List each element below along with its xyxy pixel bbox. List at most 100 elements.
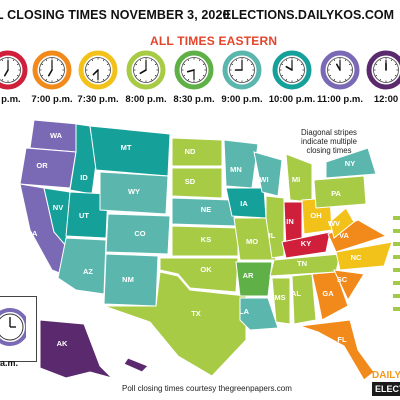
clock-2 xyxy=(78,50,118,90)
state-nc xyxy=(335,241,393,271)
state-mn xyxy=(223,139,259,189)
state-label-nc: NC xyxy=(351,253,362,262)
clock-label: 8:30 p.m. xyxy=(173,94,215,105)
state-label-mi: MI xyxy=(292,175,300,184)
clock-icon xyxy=(78,50,118,90)
state-wy xyxy=(99,171,169,215)
state-label-ky: KY xyxy=(301,239,311,248)
state-ky xyxy=(281,231,331,259)
header: L CLOSING TIMES NOVEMBER 3, 2020 ELECTIO… xyxy=(0,0,400,26)
clock-label: 10:00 p.m. xyxy=(268,94,316,105)
state-pa xyxy=(313,175,367,209)
state-wi xyxy=(253,151,283,197)
state-or xyxy=(19,147,77,189)
clock-icon xyxy=(366,50,400,90)
clock-icon xyxy=(126,50,166,90)
state-label-wa: WA xyxy=(50,131,63,140)
state-nd xyxy=(171,137,223,167)
state-label-mo: MO xyxy=(246,237,258,246)
state-label-wi: WI xyxy=(259,175,268,184)
state-ok xyxy=(159,257,239,293)
state-label-ut: UT xyxy=(79,211,89,220)
clock-icon xyxy=(32,50,72,90)
state-label-ok: OK xyxy=(200,265,212,274)
state-label-sd: SD xyxy=(185,177,196,186)
state-label-co: CO xyxy=(134,229,145,238)
state-label-ny: NY xyxy=(345,159,355,168)
state-al xyxy=(291,273,317,325)
state-label-ne: NE xyxy=(201,205,211,214)
state-label-oh: OH xyxy=(310,211,321,220)
clock-icon xyxy=(174,50,214,90)
state-label-fl: FL xyxy=(337,335,347,344)
state-ut xyxy=(65,191,109,239)
state-label-nm: NM xyxy=(122,275,134,284)
state-fl xyxy=(299,319,375,381)
state-label-wy: WY xyxy=(128,187,140,196)
state-label-ak: AK xyxy=(57,339,68,348)
clock-label: 8:00 p.m. xyxy=(125,94,167,105)
state-label-ia: IA xyxy=(240,199,248,208)
state-hi xyxy=(123,357,149,373)
clock-0 xyxy=(0,50,28,90)
state-label-nd: ND xyxy=(185,147,196,156)
state-label-ms: MS xyxy=(274,293,285,302)
state-tx xyxy=(103,271,247,377)
state-label-or: OR xyxy=(36,161,48,170)
state-sd xyxy=(171,167,223,199)
state-ks xyxy=(171,225,239,257)
state-label-id: ID xyxy=(80,173,88,182)
state-label-sc: SC xyxy=(337,275,348,284)
brand-logo: DAILY ELECT xyxy=(372,370,400,400)
clock-icon xyxy=(272,50,312,90)
clock-6 xyxy=(272,50,312,90)
state-ny xyxy=(325,147,377,179)
state-label-az: AZ xyxy=(83,267,93,276)
state-la xyxy=(239,297,279,331)
state-ga xyxy=(311,271,349,321)
clock-label: 9:00 p.m. xyxy=(221,94,263,105)
state-ak xyxy=(39,319,114,379)
clock-3 xyxy=(126,50,166,90)
clock-icon xyxy=(320,50,360,90)
timezone-subtitle: ALL TIMES EASTERN xyxy=(150,34,278,48)
us-map: WA OR CA NV ID MT UT WY CO AZ NM ND SD NE KS OK TX MN IA MO… xyxy=(0,110,400,400)
state-co xyxy=(105,213,171,255)
state-label-ks: KS xyxy=(201,235,211,244)
clock-8 xyxy=(366,50,400,90)
state-label-wv: WV xyxy=(328,219,340,228)
stripes-note: Diagonal stripes indicate multiple closi… xyxy=(301,128,357,155)
clock-icon xyxy=(0,50,28,90)
state-label-al: AL xyxy=(291,289,301,298)
page-title: L CLOSING TIMES NOVEMBER 3, 2020 xyxy=(0,8,230,22)
state-label-mn: MN xyxy=(230,165,242,174)
state-label-ga: GA xyxy=(322,289,334,298)
clock-label: 7:00 p.m. xyxy=(31,94,73,105)
brand-bottom: ELECT xyxy=(372,382,400,396)
stripe-legend-marks xyxy=(393,216,400,320)
state-label-hi: HI xyxy=(138,355,146,364)
state-wv xyxy=(329,207,355,239)
clock-label: ) p.m. xyxy=(0,94,21,105)
state-ms xyxy=(271,277,291,325)
clock-legend: ) p.m. 7:00 p.m. 7:30 p.m. 8:00 p.m. 8:30 p.… xyxy=(0,50,400,108)
inset-time-label: a.m. xyxy=(0,358,19,368)
brand-top: DAILY xyxy=(372,370,400,381)
clock-label: 12:00 xyxy=(373,94,399,105)
state-label-pa: PA xyxy=(331,189,341,198)
state-il xyxy=(265,195,285,259)
state-label-tx: TX xyxy=(191,309,201,318)
credit-text: Poll closing times courtesy thegreenpape… xyxy=(122,384,292,393)
clock-4 xyxy=(174,50,214,90)
state-label-in: IN xyxy=(286,217,294,226)
clock-icon xyxy=(222,50,262,90)
state-label-ar: AR xyxy=(243,271,254,280)
state-label-nv: NV xyxy=(53,203,63,212)
clock-7 xyxy=(320,50,360,90)
state-label-il: IL xyxy=(269,231,276,240)
state-label-va: VA xyxy=(339,231,349,240)
state-label-tn: TN xyxy=(297,259,307,268)
clock-5 xyxy=(222,50,262,90)
state-sc xyxy=(333,269,365,302)
site-url[interactable]: ELECTIONS.DAILYKOS.COM xyxy=(222,8,394,22)
